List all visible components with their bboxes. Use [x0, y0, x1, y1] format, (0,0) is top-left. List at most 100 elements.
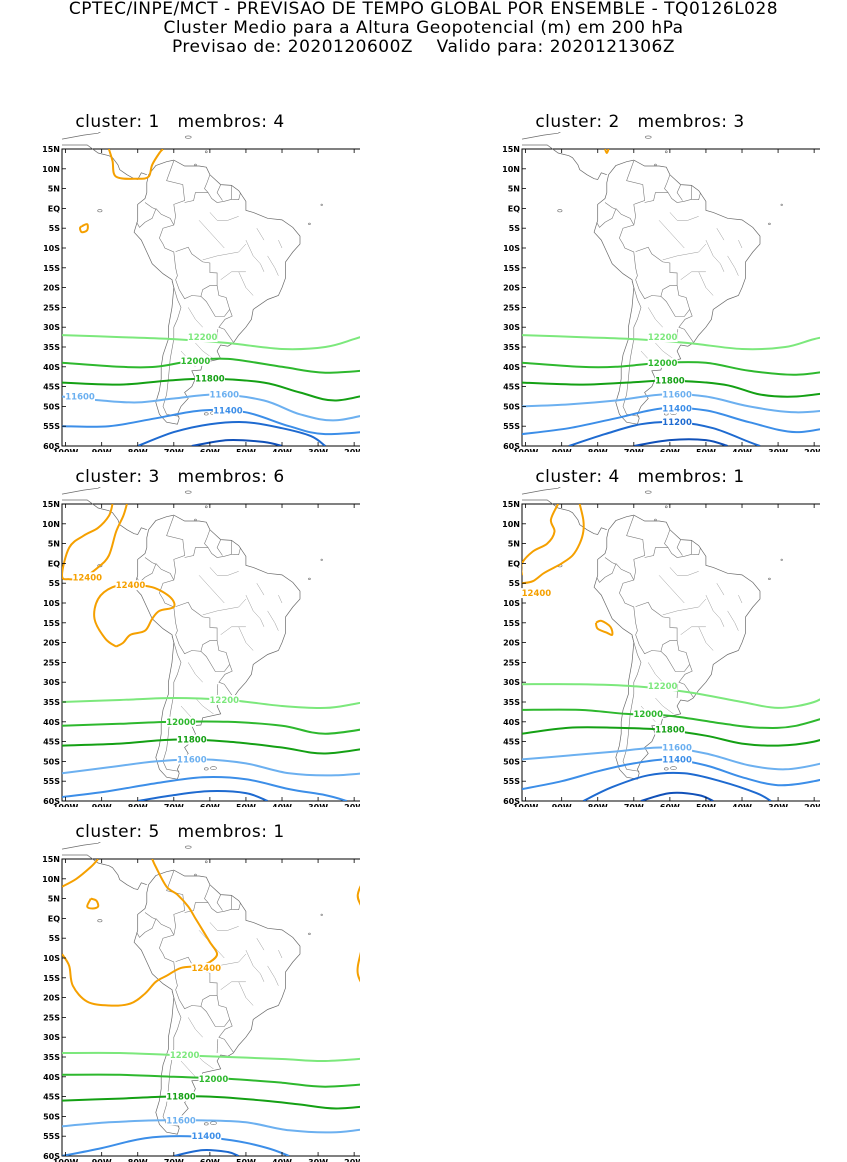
- basemap: [61, 487, 323, 780]
- contour-label: 12000: [633, 710, 663, 720]
- lon-tick-label: 30W: [308, 803, 328, 807]
- island: [320, 558, 323, 561]
- lat-tick-label: 5S: [509, 224, 521, 233]
- contour-label: 12200: [648, 682, 678, 692]
- contour-11000: [633, 438, 728, 446]
- contour-11600: [62, 1119, 360, 1134]
- lat-tick-label: 5S: [49, 579, 61, 588]
- lon-tick-label: 20W: [344, 1158, 360, 1162]
- country-border: [619, 515, 645, 635]
- island: [644, 490, 652, 494]
- contour-label-bg: [647, 332, 678, 343]
- island: [768, 222, 771, 225]
- contour-label-bg: [169, 1050, 200, 1061]
- country-border: [218, 1019, 234, 1053]
- country-border: [691, 540, 701, 556]
- lon-tick-label: 40W: [732, 448, 752, 452]
- lat-tick-label: 40S: [503, 363, 520, 372]
- lat-tick-label: 45S: [503, 383, 520, 392]
- lat-tick-label: 10N: [42, 520, 60, 529]
- lon-tick-label: 70W: [624, 448, 644, 452]
- lon-tick-label: 30W: [308, 448, 328, 452]
- island: [768, 577, 771, 580]
- country-border: [200, 640, 231, 672]
- contour-label: 12400: [522, 589, 552, 599]
- lat-tick-label: 50S: [503, 402, 520, 411]
- state-border: [705, 594, 725, 627]
- lat-tick-label: 10N: [502, 165, 520, 174]
- lat-tick-label: 30S: [43, 1033, 60, 1042]
- coastline-mexico: [521, 487, 561, 495]
- contour-label: 12200: [648, 333, 678, 343]
- state-border: [669, 212, 699, 221]
- country-border: [218, 309, 234, 343]
- contour-label: 11400: [191, 1132, 221, 1142]
- country-border: [200, 285, 231, 317]
- island: [184, 135, 192, 139]
- state-border: [738, 239, 743, 249]
- lon-tick-label: 50W: [236, 448, 256, 452]
- panel-title: cluster: 3 membros: 6: [75, 467, 285, 487]
- lat-tick-label: 35S: [503, 343, 520, 352]
- island: [320, 913, 323, 916]
- contour-11200: [173, 1148, 240, 1156]
- lat-tick-label: 35S: [43, 698, 60, 707]
- lat-tick-label: 60S: [503, 442, 520, 451]
- state-border: [245, 949, 265, 982]
- contour-label-bg: [115, 580, 146, 591]
- country-border: [635, 246, 678, 300]
- lat-tick-label: 15N: [42, 500, 60, 509]
- header-line-3: Previsao de: 2020120600Z Valido para: 20…: [171, 37, 675, 57]
- island: [194, 518, 197, 521]
- contour-label: 11200: [662, 418, 692, 428]
- lon-tick-label: 20W: [804, 803, 820, 807]
- state-border: [680, 626, 706, 635]
- lat-tick-label: 50S: [43, 1112, 60, 1121]
- state-border: [278, 949, 283, 959]
- lat-tick-label: 15N: [42, 145, 60, 154]
- island: [184, 845, 192, 849]
- lon-tick-label: 100W: [53, 803, 79, 807]
- island: [670, 766, 677, 771]
- lon-tick-label: 80W: [588, 803, 608, 807]
- lat-tick-label: EQ: [48, 559, 60, 568]
- lat-tick-label: 25S: [43, 1013, 60, 1022]
- state-border: [187, 307, 203, 328]
- contour-12400: [93, 584, 176, 648]
- country-border: [155, 918, 175, 936]
- state-border: [195, 697, 214, 715]
- state-border: [647, 662, 663, 683]
- panel-title: cluster: 1 membros: 4: [75, 112, 285, 132]
- coastline-central-america: [62, 854, 147, 890]
- lat-tick-label: 15N: [502, 500, 520, 509]
- lon-tick-label: 70W: [164, 448, 184, 452]
- lat-tick-label: 40S: [503, 718, 520, 727]
- country-border: [667, 547, 692, 558]
- state-border: [238, 981, 254, 1006]
- contour-label: 12200: [170, 1051, 200, 1061]
- state-border: [256, 228, 265, 241]
- lon-tick-label: 40W: [272, 1158, 292, 1162]
- contour-11600: [522, 746, 820, 771]
- country-border: [667, 192, 692, 203]
- lat-tick-label: 10S: [43, 244, 60, 253]
- country-border: [676, 184, 683, 201]
- state-border: [647, 307, 663, 328]
- state-border: [267, 610, 279, 631]
- contour-label-bg: [209, 695, 240, 706]
- country-border: [678, 664, 694, 698]
- country-border: [660, 640, 691, 672]
- lon-tick-label: 60W: [200, 448, 220, 452]
- contour-12400: [86, 897, 100, 910]
- panel-title: cluster: 5 membros: 1: [75, 822, 285, 842]
- contour-12400: [78, 223, 89, 234]
- state-border: [209, 212, 239, 221]
- lon-tick-label: 50W: [696, 803, 716, 807]
- country-border: [231, 185, 241, 201]
- contour-11800: [62, 738, 360, 755]
- contour-12400: [604, 149, 610, 155]
- lat-tick-label: 15S: [43, 264, 60, 273]
- island: [210, 766, 217, 771]
- lat-tick-label: 5N: [508, 540, 520, 549]
